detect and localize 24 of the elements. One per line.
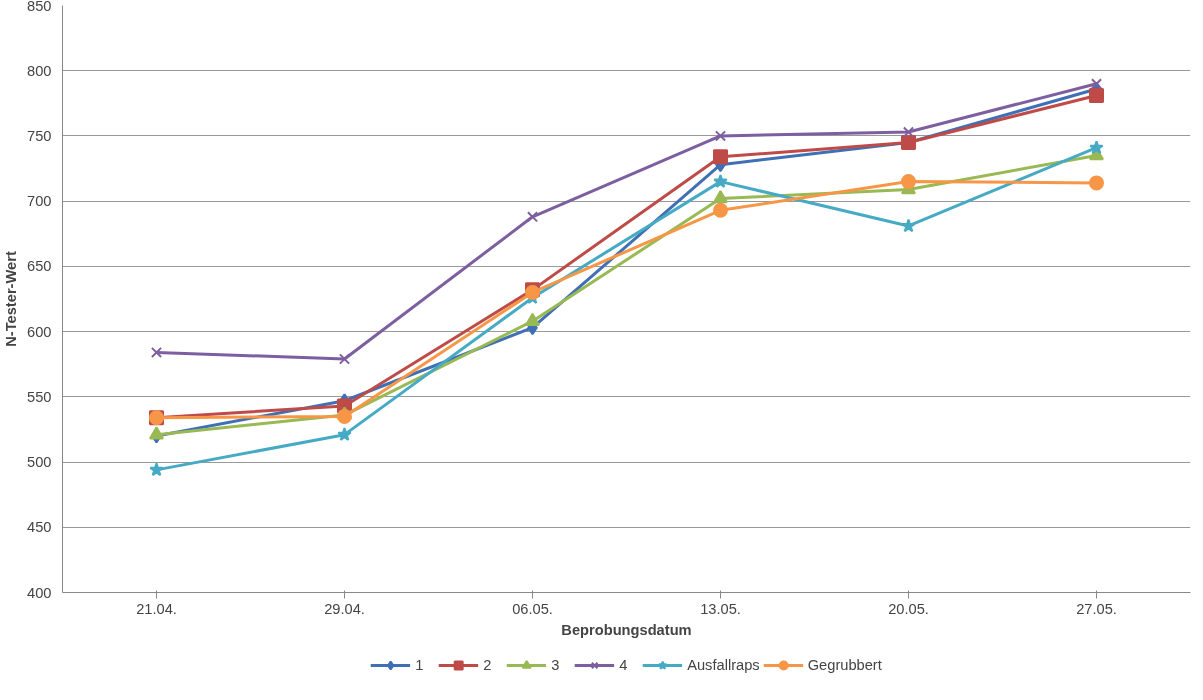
- legend-label: 4: [619, 657, 629, 673]
- y-tick-label: 450: [27, 519, 52, 536]
- y-tick-label: 550: [27, 388, 52, 405]
- y-tick-label: 700: [27, 193, 52, 210]
- y-tick-label: 500: [27, 454, 52, 471]
- y-tick-label: 850: [27, 0, 52, 14]
- y-tick-label: 750: [27, 127, 52, 144]
- y-axis-title: N-Tester-Wert: [3, 251, 20, 347]
- x-tick-label: 20.05.: [888, 600, 929, 617]
- y-tick-label: 800: [27, 62, 52, 79]
- legend-label: Ausfallraps: [687, 657, 760, 673]
- legend-label: Gegrubbert: [807, 657, 882, 673]
- x-tick-label: 29.04.: [324, 600, 365, 617]
- legend-label: 1: [415, 657, 425, 673]
- y-tick-label: 650: [27, 258, 52, 275]
- legend-label: 3: [551, 657, 561, 673]
- y-tick-label: 600: [27, 323, 52, 340]
- x-axis-title: Beprobungsdatum: [561, 621, 692, 638]
- x-tick-label: 21.04.: [136, 600, 177, 617]
- x-tick-label: 27.05.: [1076, 600, 1117, 617]
- x-tick-label: 06.05.: [512, 600, 553, 617]
- x-tick-label: 13.05.: [700, 600, 741, 617]
- legend-label: 2: [483, 657, 493, 673]
- y-tick-label: 400: [27, 584, 52, 601]
